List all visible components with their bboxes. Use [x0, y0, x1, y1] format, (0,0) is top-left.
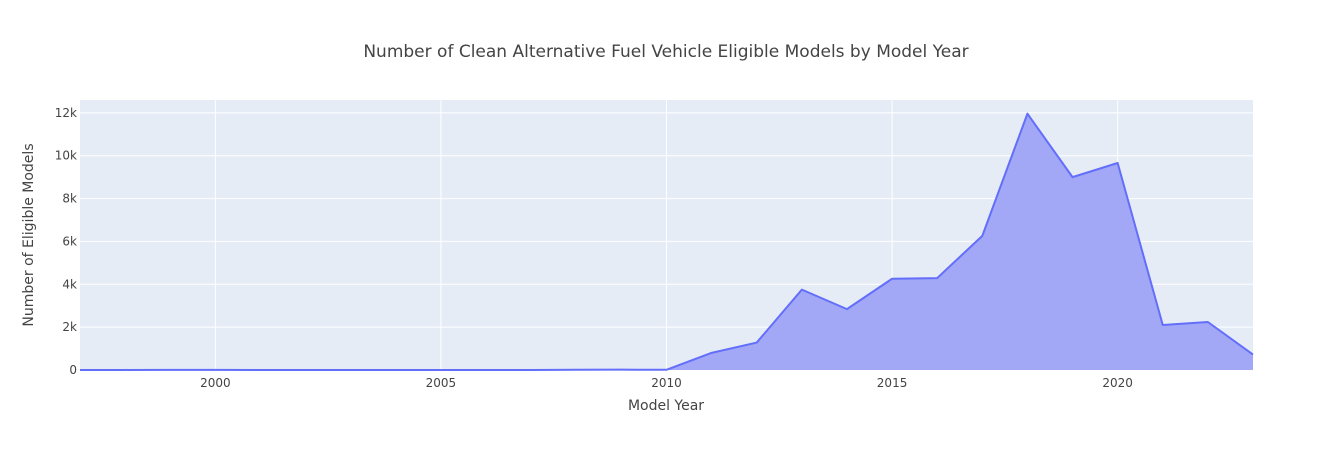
y-tick-label: 10k [55, 149, 77, 163]
x-tick-label: 2015 [877, 376, 908, 390]
x-axis-title: Model Year [628, 398, 704, 414]
y-tick-labels: 0 2k 4k 6k 8k 10k 12k [55, 106, 77, 377]
y-tick-label: 4k [62, 277, 77, 291]
y-tick-label: 2k [62, 320, 77, 334]
y-tick-label: 8k [62, 192, 77, 206]
x-tick-label: 2020 [1102, 376, 1133, 390]
x-tick-label: 2010 [651, 376, 682, 390]
series-line [79, 112, 1254, 371]
y-tick-label: 12k [55, 106, 77, 120]
chart-title: Number of Clean Alternative Fuel Vehicle… [363, 42, 968, 62]
x-tick-labels: 2000 2005 2010 2015 2020 [200, 376, 1133, 390]
x-gridlines [214, 100, 1119, 370]
y-tick-label: 0 [69, 363, 77, 377]
area-fill [80, 113, 1253, 371]
y-axis-title: Number of Eligible Models [21, 143, 37, 326]
x-tick-label: 2000 [200, 376, 231, 390]
y-tick-label: 6k [62, 234, 77, 248]
x-tick-label: 2005 [426, 376, 457, 390]
